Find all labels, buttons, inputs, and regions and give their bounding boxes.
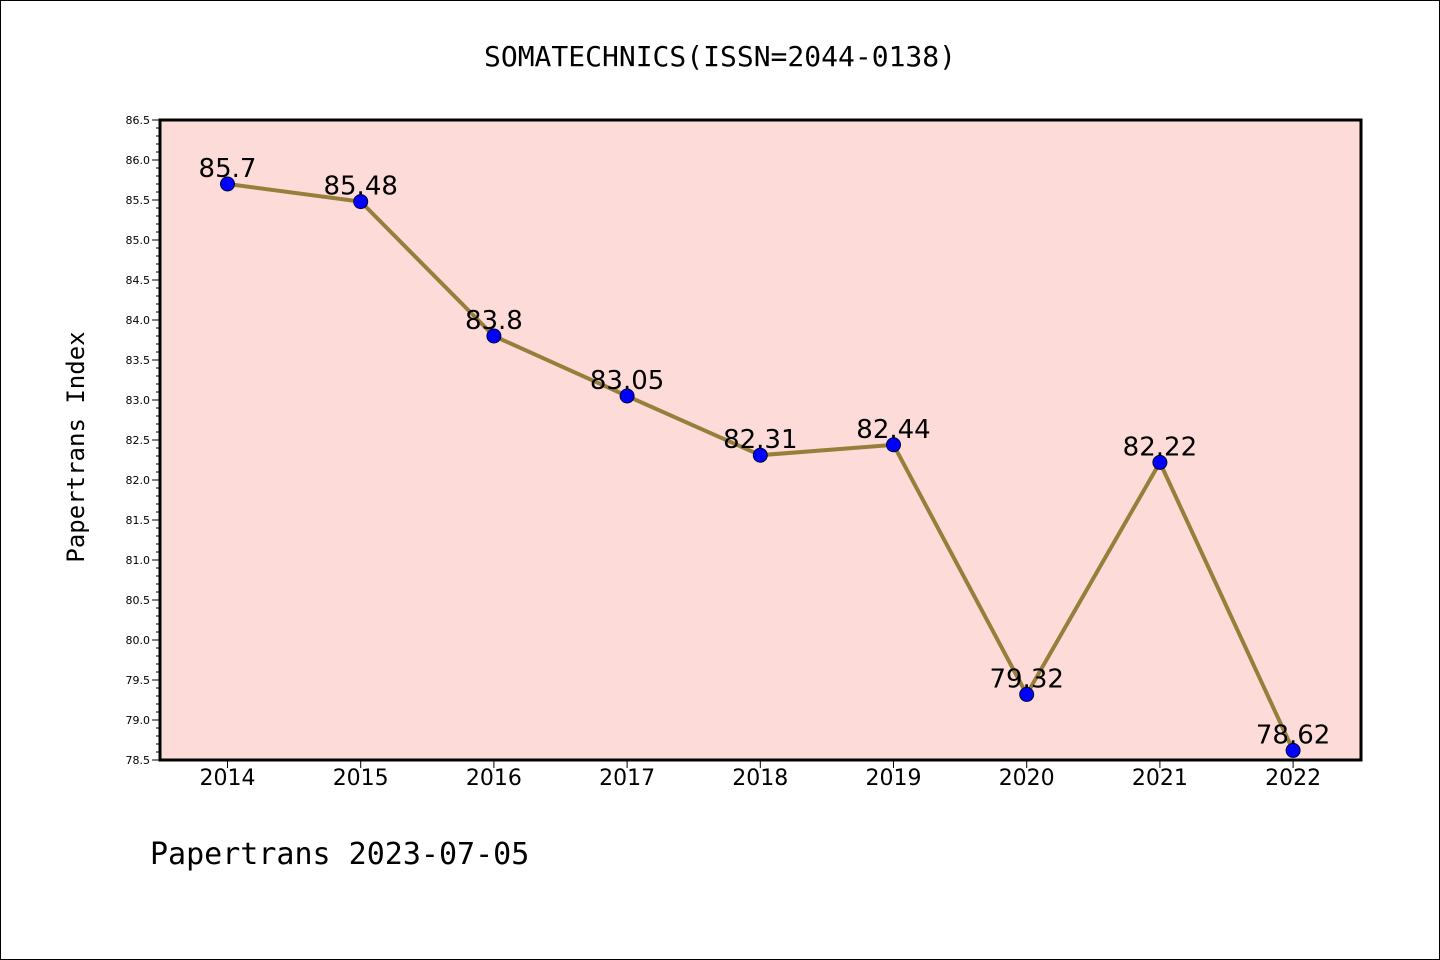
data-point-2015 (353, 194, 369, 210)
y-tick-label: 83.5 (126, 354, 151, 367)
y-tick-label: 86.0 (126, 154, 151, 167)
data-label-2022: 78.62 (1256, 720, 1330, 750)
x-axis: 2014 2015 2016 2017 2018 2019 2020 2021 2022 (200, 760, 1321, 791)
y-tick-label: 83.0 (126, 394, 151, 407)
x-tick-label: 2019 (866, 766, 922, 791)
data-label-2021: 82.22 (1123, 432, 1197, 462)
y-tick-label: 84.0 (126, 314, 151, 327)
x-tick-label: 2016 (466, 766, 522, 791)
data-point-2019 (886, 437, 901, 453)
x-tick-label: 2014 (200, 766, 256, 791)
y-tick-label: 85.0 (126, 234, 151, 247)
data-label-2016: 83.8 (465, 306, 523, 336)
y-tick-label: 81.5 (126, 514, 151, 527)
plot-area (160, 120, 1361, 760)
data-label-2020: 79.32 (989, 664, 1063, 694)
y-tick-label: 86.5 (126, 114, 151, 127)
x-tick-label: 2015 (333, 766, 389, 791)
data-point-2022 (1285, 742, 1301, 758)
data-label-2019: 82.44 (856, 415, 930, 445)
data-label-2017: 83.05 (590, 366, 664, 396)
y-tick-label: 79.5 (126, 674, 151, 687)
y-tick-label: 81.0 (126, 554, 151, 567)
data-label-2014: 85.7 (199, 154, 257, 184)
chart-title: SOMATECHNICS(ISSN=2044-0138) (484, 40, 956, 73)
data-point-2020 (1019, 686, 1035, 702)
x-tick-label: 2018 (732, 766, 788, 791)
y-axis-label: Papertrans Index (62, 331, 90, 562)
y-tick-label: 82.5 (126, 434, 151, 447)
data-point-2018 (752, 447, 768, 463)
footer-text: Papertrans 2023-07-05 (150, 837, 529, 872)
data-point-2017 (619, 388, 635, 404)
data-labels: 85.7 85.48 83.8 83.05 82.31 82.44 79.32 82.22 78… (199, 154, 1331, 750)
data-point-2014 (220, 176, 235, 192)
data-label-2015: 85.48 (323, 172, 397, 202)
data-point-2016 (486, 328, 502, 344)
y-tick-label: 79.0 (126, 714, 151, 727)
data-point-2021 (1152, 454, 1168, 470)
y-tick-label: 80.5 (126, 594, 151, 607)
plot-border (158, 118, 1363, 762)
y-axis: 78.5 79.0 79.5 80.0 80.5 81.0 81.5 82.0 82.5 83.0… (126, 114, 160, 767)
data-label-2018: 82.31 (723, 425, 797, 455)
x-tick-label: 2020 (999, 766, 1055, 791)
x-tick-label: 2022 (1265, 766, 1321, 791)
y-tick-label: 78.5 (126, 754, 151, 767)
x-tick-label: 2017 (599, 766, 655, 791)
x-tick-label: 2021 (1132, 766, 1188, 791)
data-points (220, 176, 1301, 758)
y-tick-label: 84.5 (126, 274, 151, 287)
y-tick-label: 85.5 (126, 194, 151, 207)
y-tick-label: 80.0 (126, 634, 151, 647)
y-tick-label: 82.0 (126, 474, 151, 487)
